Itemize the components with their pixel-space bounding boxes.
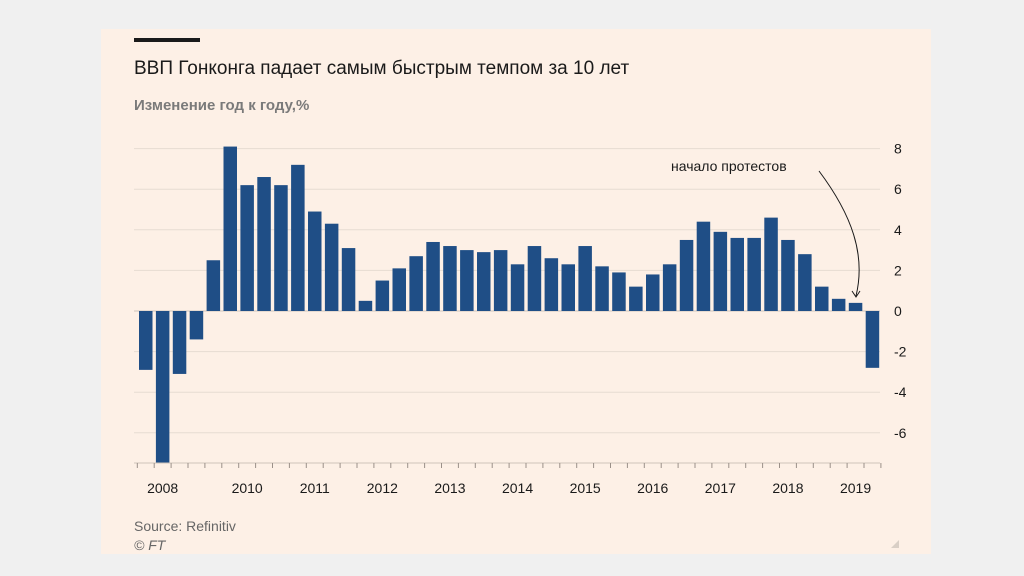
bar xyxy=(443,246,457,311)
chart-subtitle: Изменение год к году,% xyxy=(134,97,310,114)
bar xyxy=(240,185,254,311)
x-tick-label: 2011 xyxy=(300,480,330,496)
bar xyxy=(764,217,778,311)
bar xyxy=(493,250,508,311)
bar xyxy=(696,221,711,311)
y-tick-label: -6 xyxy=(894,425,907,441)
bar xyxy=(426,241,440,311)
bar xyxy=(730,237,744,311)
bar xyxy=(747,237,761,311)
bar xyxy=(595,266,609,311)
bar xyxy=(274,185,288,311)
resize-corner-icon xyxy=(891,540,899,548)
bar xyxy=(578,246,592,311)
bar xyxy=(527,246,542,311)
x-tick-label: 2016 xyxy=(637,480,668,496)
bar xyxy=(392,268,406,311)
bar xyxy=(257,177,271,311)
bar xyxy=(544,258,559,311)
bar xyxy=(713,231,728,311)
title-rule xyxy=(134,38,200,42)
y-axis: -6 -4 -2 0 2 4 6 8 xyxy=(894,141,907,441)
annotation-arrow xyxy=(818,170,860,297)
bar xyxy=(629,286,643,311)
bar xyxy=(375,280,390,311)
x-tick-label: 2014 xyxy=(502,480,533,496)
bar xyxy=(662,264,677,311)
bar xyxy=(815,286,829,311)
bar xyxy=(223,146,237,311)
x-axis: 2008 2010 2011 2012 2013 2014 2015 2016 2017 2018… xyxy=(134,462,882,496)
bar xyxy=(291,164,305,311)
bar xyxy=(206,260,221,311)
x-tick-label: 2012 xyxy=(367,480,398,496)
x-tick-label: 2018 xyxy=(772,480,803,496)
bar xyxy=(865,311,880,368)
bar xyxy=(477,252,491,311)
bar xyxy=(510,264,525,311)
bar xyxy=(612,272,626,311)
bar xyxy=(409,256,423,311)
bar xyxy=(460,250,474,311)
bar xyxy=(561,264,575,311)
y-tick-label: 0 xyxy=(894,303,902,319)
bar xyxy=(308,211,322,311)
annotation-label: начало протестов xyxy=(671,158,787,174)
bar xyxy=(679,239,694,311)
bar xyxy=(155,311,170,463)
bar xyxy=(646,274,660,311)
annotation: начало протестов xyxy=(671,158,861,298)
y-tick-label: -2 xyxy=(894,344,907,360)
bar xyxy=(189,311,204,340)
copyright-note: © FT xyxy=(134,537,166,553)
y-tick-label: 8 xyxy=(894,141,902,157)
bar xyxy=(848,302,863,311)
x-tick-label: 2019 xyxy=(840,480,871,496)
x-tick-label: 2008 xyxy=(147,480,178,496)
bar xyxy=(781,239,795,311)
bar xyxy=(831,298,846,311)
bar xyxy=(358,300,373,311)
x-tick-label: 2015 xyxy=(570,480,601,496)
bars xyxy=(139,146,880,463)
source-note: Source: Refinitiv xyxy=(134,518,236,534)
x-tick-label: 2017 xyxy=(705,480,736,496)
x-tick-label: 2013 xyxy=(434,480,465,496)
annotation-arrowhead xyxy=(851,290,861,298)
y-tick-label: 6 xyxy=(894,181,902,197)
chart-title: ВВП Гонконга падает самым быстрым темпом… xyxy=(134,58,630,79)
x-tick-label: 2010 xyxy=(232,480,263,496)
y-tick-label: 2 xyxy=(894,262,902,278)
bar xyxy=(341,248,356,311)
bar xyxy=(172,311,187,374)
bar xyxy=(798,254,812,311)
bar xyxy=(324,223,339,311)
y-tick-label: -4 xyxy=(894,384,907,400)
bar xyxy=(139,311,153,370)
y-tick-label: 4 xyxy=(894,222,902,238)
